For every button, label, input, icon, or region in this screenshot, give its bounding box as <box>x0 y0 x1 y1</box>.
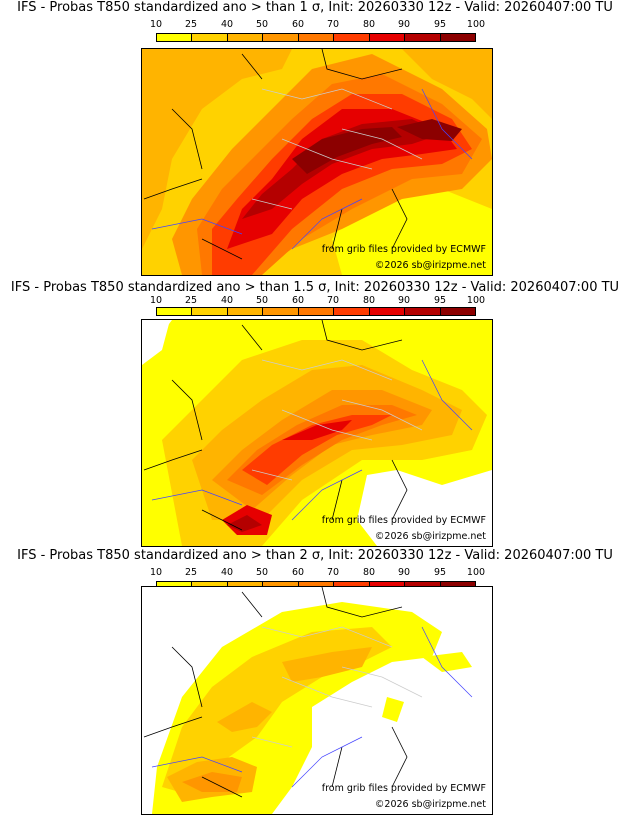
colorbar-tick-label: 90 <box>397 19 411 30</box>
map-drawing <box>142 320 492 546</box>
colorbar-swatch <box>157 308 193 315</box>
colorbar-tick-label: 10 <box>149 567 163 578</box>
colorbar-swatch <box>405 582 441 589</box>
colorbar-swatch <box>334 34 370 41</box>
colorbar-tick-label: 60 <box>291 19 305 30</box>
colorbar-swatch <box>405 308 441 315</box>
colorbar-swatch <box>298 308 335 315</box>
colorbar-tick-label: 80 <box>362 295 376 306</box>
colorbar-tick-label: 50 <box>255 19 269 30</box>
colorbar-swatch <box>227 582 264 589</box>
colorbar-tick-label: 90 <box>397 295 411 306</box>
colorbar-tick-label: 100 <box>466 19 486 30</box>
colorbar-swatch <box>440 308 475 315</box>
probability-map-3: from grib files provided by ECMWF ©2026 … <box>141 586 493 815</box>
colorbar-labels: 10 25 40 50 60 70 80 90 95 100 <box>140 567 540 579</box>
colorbar-swatch <box>263 308 299 315</box>
colorbar-tick-label: 25 <box>184 295 198 306</box>
colorbar <box>156 581 476 590</box>
colorbar-tick-label: 25 <box>184 19 198 30</box>
colorbar-swatch <box>263 582 299 589</box>
colorbar-swatch <box>192 34 228 41</box>
panel-title: IFS - Probas T850 standardized ano > tha… <box>17 0 613 15</box>
colorbar-swatch <box>298 34 335 41</box>
colorbar <box>156 307 476 316</box>
colorbar-swatch <box>334 308 370 315</box>
colorbar-tick-label: 95 <box>433 19 447 30</box>
credit-source: from grib files provided by ECMWF <box>321 244 486 255</box>
colorbar-swatch <box>369 308 406 315</box>
colorbar-swatch <box>192 582 228 589</box>
colorbar-tick-label: 25 <box>184 567 198 578</box>
colorbar-swatch <box>157 34 193 41</box>
colorbar-tick-label: 40 <box>220 295 234 306</box>
colorbar-swatch <box>369 34 406 41</box>
colorbar-tick-label: 40 <box>220 19 234 30</box>
colorbar-tick-label: 60 <box>291 567 305 578</box>
colorbar-swatch <box>227 308 264 315</box>
colorbar-tick-label: 100 <box>466 295 486 306</box>
colorbar-tick-label: 80 <box>362 567 376 578</box>
colorbar-swatch <box>334 582 370 589</box>
colorbar-tick-label: 100 <box>466 567 486 578</box>
map-drawing <box>142 49 492 275</box>
colorbar-tick-label: 90 <box>397 567 411 578</box>
colorbar-labels: 10 25 40 50 60 70 80 90 95 100 <box>140 19 540 31</box>
map-drawing <box>142 587 492 814</box>
colorbar-tick-label: 70 <box>326 295 340 306</box>
colorbar-tick-label: 10 <box>149 295 163 306</box>
colorbar-swatch <box>405 34 441 41</box>
colorbar-tick-label: 50 <box>255 567 269 578</box>
colorbar-swatch <box>298 582 335 589</box>
colorbar-tick-label: 70 <box>326 19 340 30</box>
colorbar-tick-label: 10 <box>149 19 163 30</box>
colorbar-swatch <box>157 582 193 589</box>
colorbar-labels: 10 25 40 50 60 70 80 90 95 100 <box>140 295 540 307</box>
colorbar-swatch <box>192 308 228 315</box>
colorbar-tick-label: 50 <box>255 295 269 306</box>
panel-title: IFS - Probas T850 standardized ano > tha… <box>17 548 613 563</box>
colorbar-swatch <box>440 34 475 41</box>
map-panel-3: IFS - Probas T850 standardized ano > tha… <box>0 548 630 824</box>
colorbar <box>156 33 476 42</box>
probability-map-2: from grib files provided by ECMWF ©2026 … <box>141 319 493 547</box>
panel-title: IFS - Probas T850 standardized ano > tha… <box>10 280 620 295</box>
colorbar-swatch <box>440 582 475 589</box>
colorbar-tick-label: 95 <box>433 295 447 306</box>
map-panel-1: IFS - Probas T850 standardized ano > tha… <box>0 0 630 276</box>
colorbar-tick-label: 70 <box>326 567 340 578</box>
colorbar-swatch <box>369 582 406 589</box>
map-panel-2: IFS - Probas T850 standardized ano > tha… <box>0 276 630 552</box>
credit-copyright: ©2026 sb@irizpme.net <box>374 260 486 271</box>
colorbar-tick-label: 60 <box>291 295 305 306</box>
probability-map-1: from grib files provided by ECMWF ©2026 … <box>141 48 493 276</box>
credit-source: from grib files provided by ECMWF <box>321 783 486 794</box>
colorbar-tick-label: 95 <box>433 567 447 578</box>
credit-source: from grib files provided by ECMWF <box>321 515 486 526</box>
colorbar-swatch <box>263 34 299 41</box>
credit-copyright: ©2026 sb@irizpme.net <box>374 531 486 542</box>
colorbar-tick-label: 80 <box>362 19 376 30</box>
colorbar-tick-label: 40 <box>220 567 234 578</box>
colorbar-swatch <box>227 34 264 41</box>
credit-copyright: ©2026 sb@irizpme.net <box>374 799 486 810</box>
